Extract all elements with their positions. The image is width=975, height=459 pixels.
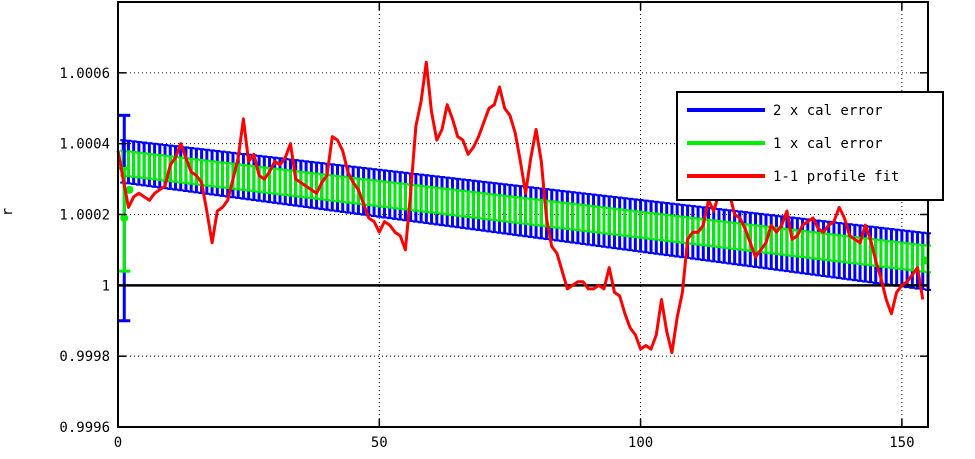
lines [116,60,928,355]
bands [118,113,931,323]
y-tick-label: 0.9998 [59,349,110,365]
band-1-x-cal-error [120,149,931,274]
y-axis-label: r [0,208,16,216]
series-line-1-1-profile-fit [116,60,925,355]
y-tick-label: 1.0002 [59,208,110,224]
x-tick-label: 150 [889,435,914,451]
axes [117,1,929,428]
y-tick-label: 1 [102,278,110,294]
y-tick-label: 0.9996 [59,420,110,436]
y-tick-label: 1.0004 [59,137,110,153]
x-tick-label: 0 [114,435,122,451]
band-center-marker [120,214,129,223]
tick-labels: 0 50 100 150 0.9996 0.9998 1 1.0002 1.0004 1.0006 [59,66,914,451]
legend: 2 x cal error 1 x cal error 1-1 profile fi… [676,91,944,201]
grid [118,2,928,427]
band-center-marker [125,185,134,194]
x-tick-label: 50 [371,435,388,451]
x-tick-label: 100 [628,435,653,451]
legend-label: 2 x cal error [773,103,883,119]
legend-label: 1-1 profile fit [773,169,899,185]
legend-label: 1 x cal error [773,136,883,152]
y-tick-label: 1.0006 [59,66,110,82]
